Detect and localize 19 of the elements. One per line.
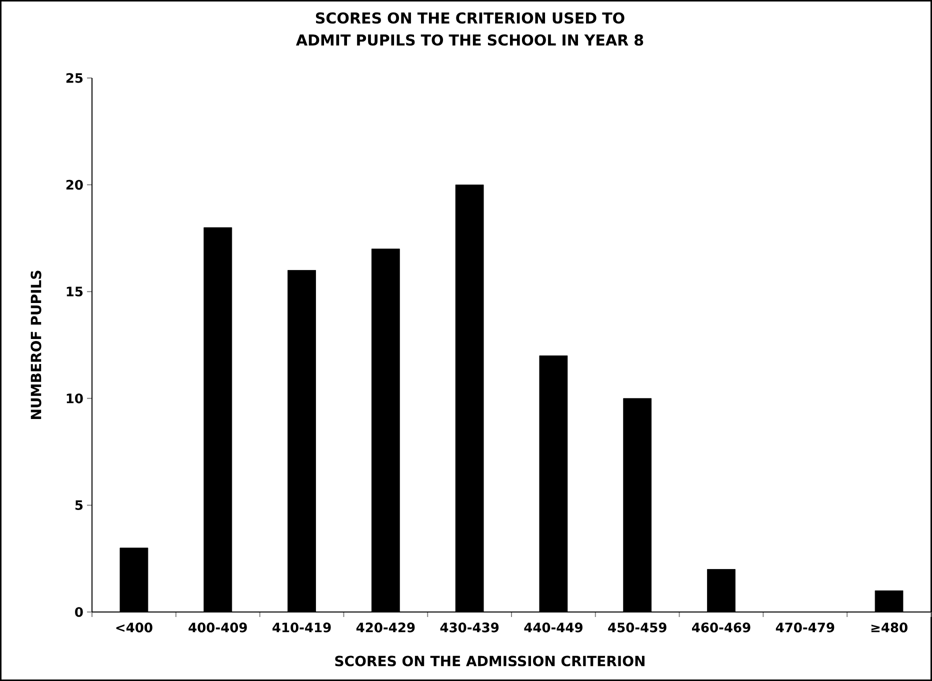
x-tick-label: 430-439 [440,622,499,632]
y-tick-label: 15 [66,286,83,296]
x-tick-label: <400 [116,622,152,632]
y-tick-label: 10 [66,393,83,404]
y-tick-label: 25 [66,73,83,83]
x-tick-label: 460-469 [692,622,750,632]
x-tick-label: ≥480 [871,622,908,632]
x-tick-label: 440-449 [524,622,582,632]
x-tick-label: 450-459 [608,622,666,632]
y-axis-title: NUMBEROF PUPILS [30,270,42,419]
x-tick-label: 400-409 [188,622,247,632]
chart-title: SCORES ON THE CRITERION USED TO ADMIT PUPILS TO THE SCHOOL IN YEAR 8 [296,12,644,46]
y-tick-label: 20 [66,180,83,190]
y-tick-label: 0 [75,607,83,617]
y-tick-label: 5 [75,500,83,510]
x-tick-label: 410-419 [272,622,331,632]
x-tick-label: 420-429 [356,622,415,632]
x-axis-title: SCORES ON THE ADMISSION CRITERION [335,656,644,666]
x-tick-label: 470-479 [776,622,834,632]
